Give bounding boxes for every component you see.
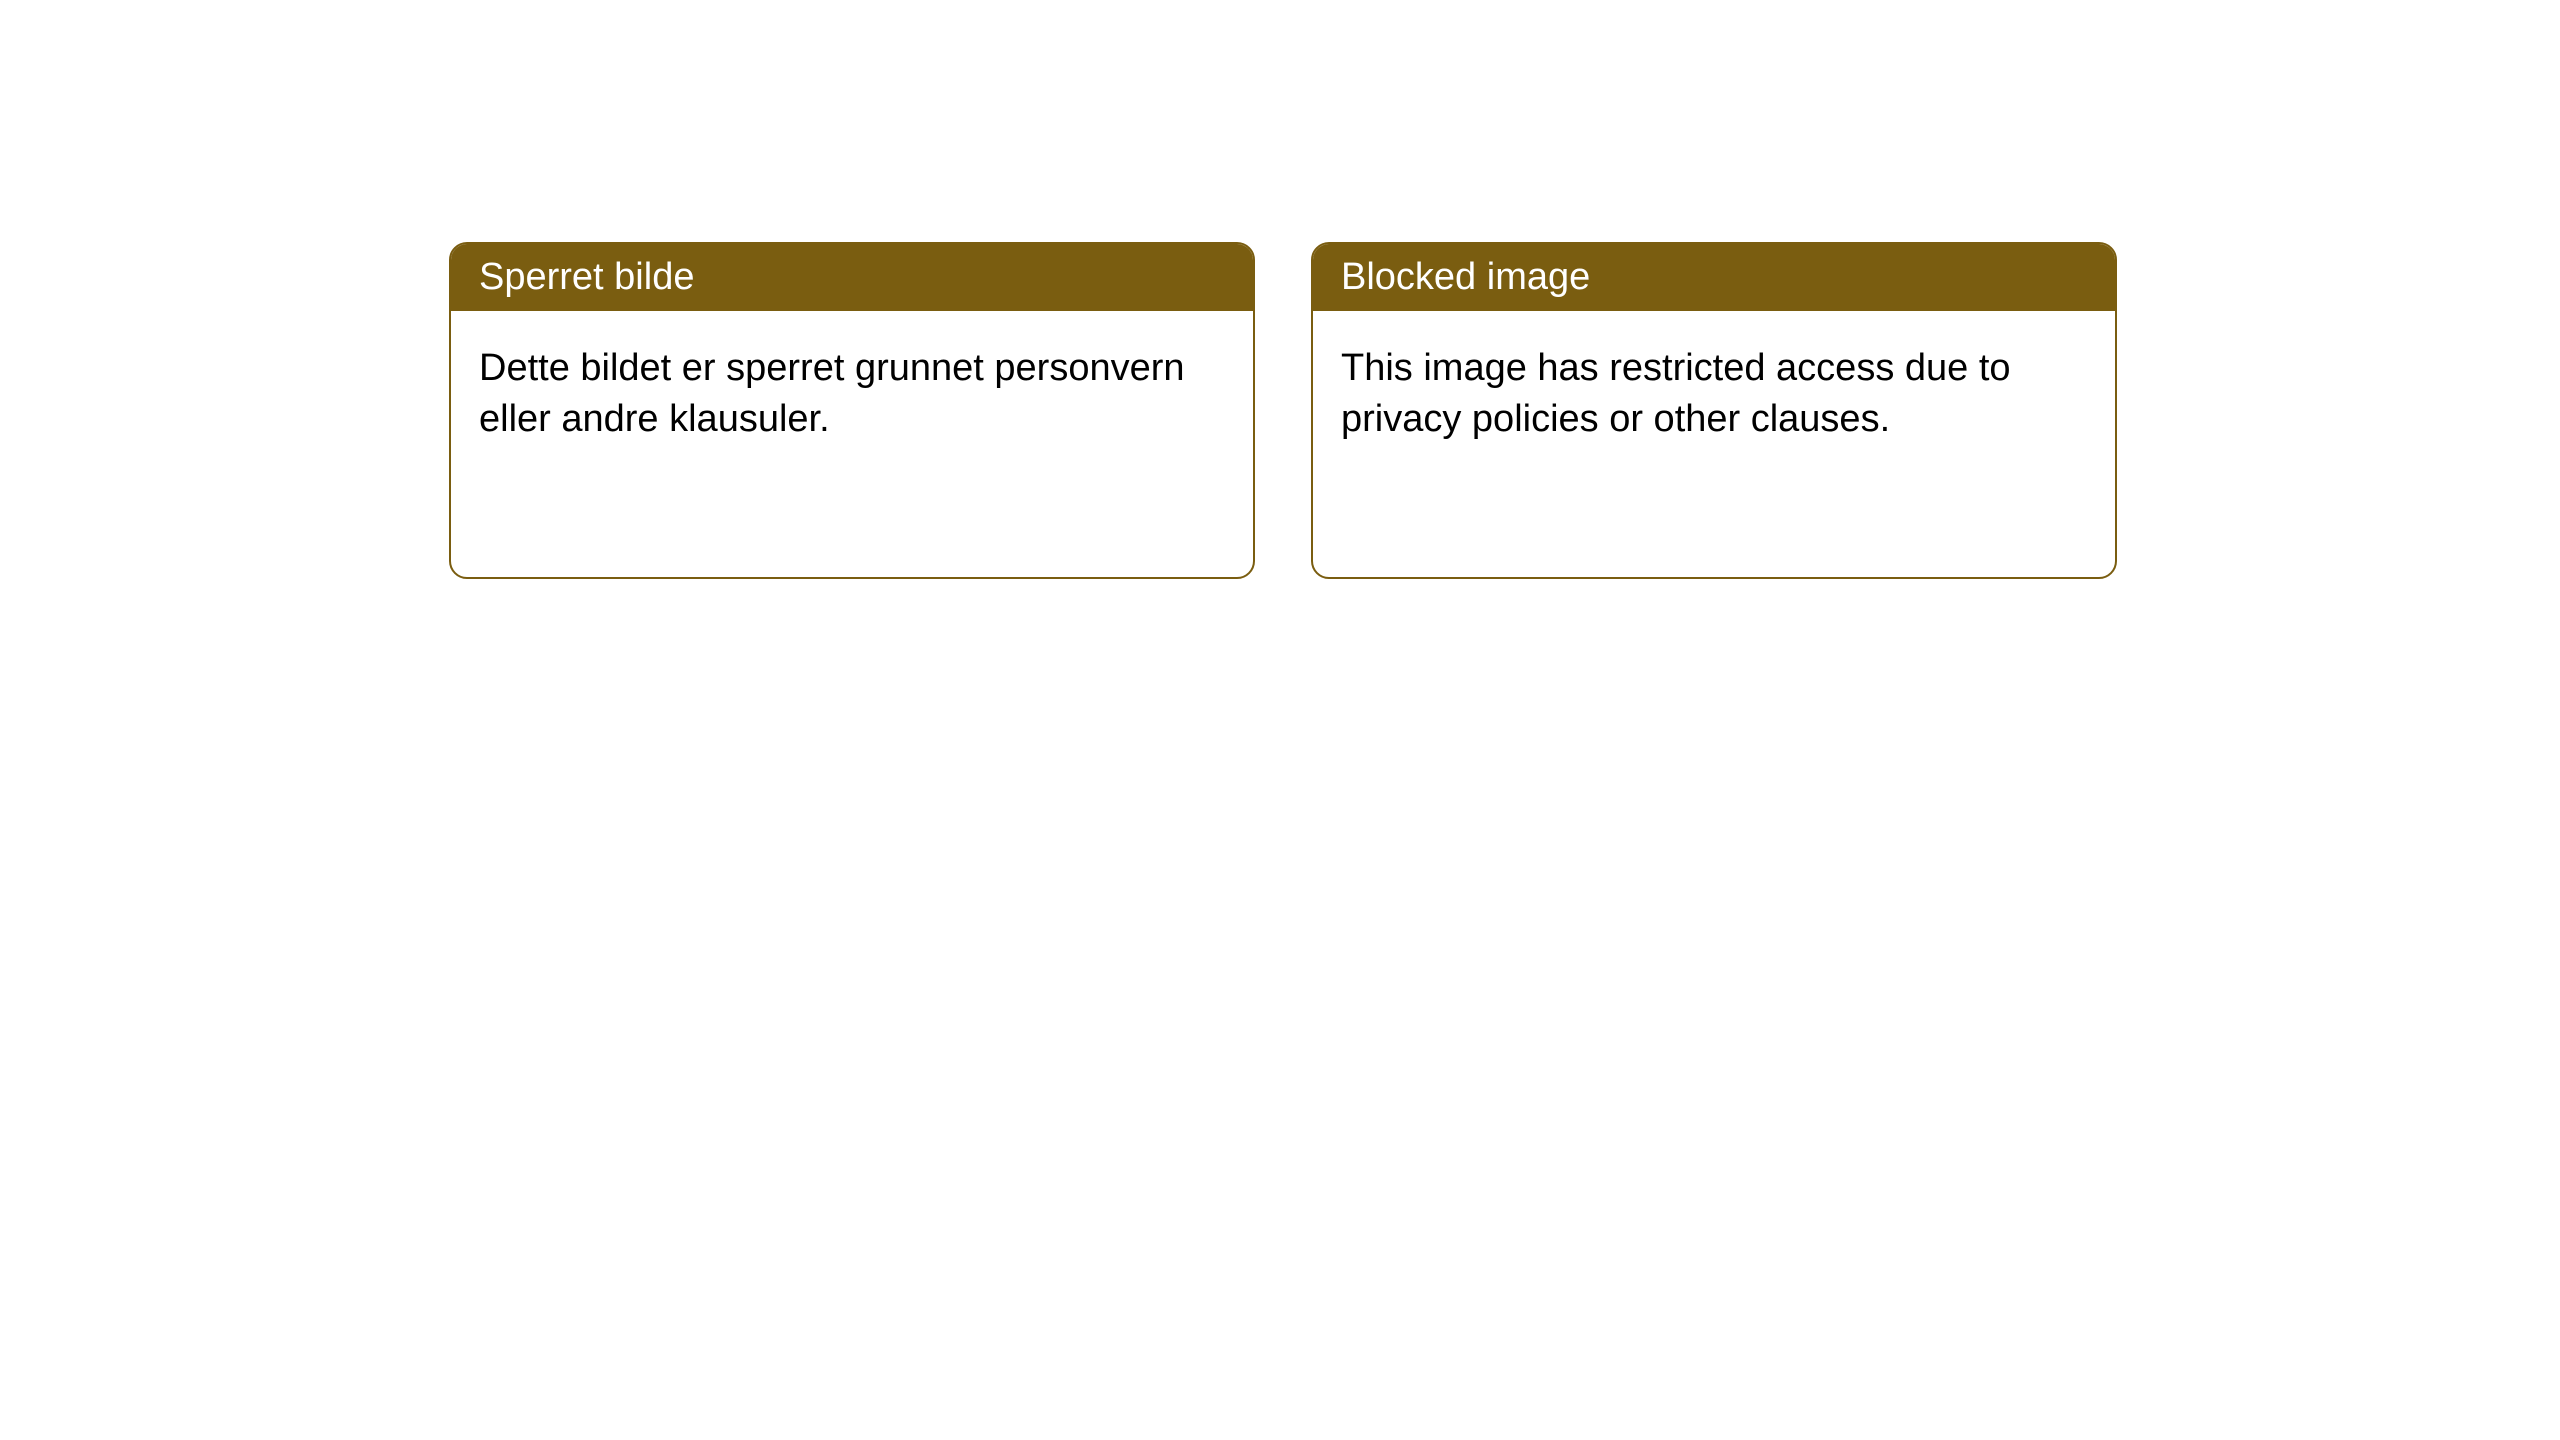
notice-card-body: Dette bildet er sperret grunnet personve…	[451, 311, 1253, 478]
notice-card-english: Blocked image This image has restricted …	[1311, 242, 2117, 579]
notice-card-body: This image has restricted access due to …	[1313, 311, 2115, 478]
notice-card-header: Sperret bilde	[451, 244, 1253, 311]
notice-container: Sperret bilde Dette bildet er sperret gr…	[0, 0, 2560, 579]
notice-title: Blocked image	[1341, 256, 1590, 298]
notice-card-norwegian: Sperret bilde Dette bildet er sperret gr…	[449, 242, 1255, 579]
notice-title: Sperret bilde	[479, 256, 694, 298]
notice-body-text: Dette bildet er sperret grunnet personve…	[479, 347, 1185, 440]
notice-card-header: Blocked image	[1313, 244, 2115, 311]
notice-body-text: This image has restricted access due to …	[1341, 347, 2011, 440]
